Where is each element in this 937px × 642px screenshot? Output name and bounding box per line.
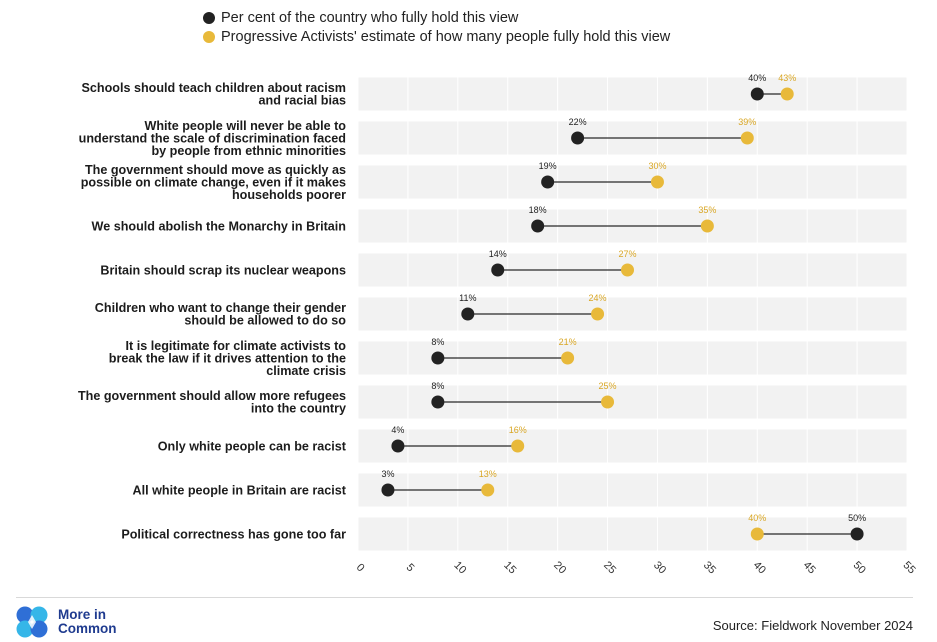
row-label: The government should move as quickly as…: [81, 163, 346, 202]
estimate-value-label: 35%: [698, 205, 716, 215]
x-tick-label: 25: [601, 559, 618, 576]
country-point: [491, 263, 505, 277]
legend-dot-estimate: [203, 30, 215, 43]
footer-divider: [16, 597, 913, 598]
country-value-label: 14%: [489, 249, 507, 259]
country-value-label: 4%: [391, 425, 404, 435]
row-label: Children who want to change their gender…: [95, 301, 347, 328]
x-tick-label: 30: [651, 559, 668, 576]
country-point: [750, 87, 764, 101]
country-value-label: 19%: [539, 161, 557, 171]
more-in-common-logo: More in Common: [14, 605, 117, 639]
x-tick-label: 15: [501, 559, 518, 576]
legend-item-country: Per cent of the country who fully hold t…: [203, 8, 670, 27]
country-value-label: 8%: [431, 337, 444, 347]
x-tick-label: 55: [901, 559, 918, 576]
country-value-label: 18%: [529, 205, 547, 215]
country-point: [541, 175, 555, 189]
x-tick-label: 5: [404, 561, 417, 574]
estimate-point: [481, 483, 495, 497]
estimate-point: [650, 175, 664, 189]
estimate-point: [780, 87, 794, 101]
logo-wordmark: More in Common: [58, 608, 117, 636]
country-point: [531, 219, 545, 233]
country-value-label: 3%: [381, 469, 394, 479]
row-label: The government should allow more refugee…: [78, 389, 346, 416]
estimate-point: [511, 439, 525, 453]
logo-mark-icon: [16, 606, 48, 638]
estimate-value-label: 43%: [778, 73, 796, 83]
country-value-label: 50%: [848, 513, 866, 523]
estimate-point: [750, 527, 764, 541]
x-tick-label: 20: [551, 559, 568, 576]
estimate-value-label: 24%: [589, 293, 607, 303]
legend-label-estimate: Progressive Activists' estimate of how m…: [221, 28, 671, 45]
country-point: [391, 439, 405, 453]
estimate-value-label: 25%: [599, 381, 617, 391]
estimate-point: [621, 263, 635, 277]
estimate-value-label: 39%: [738, 117, 756, 127]
row-label: Britain should scrap its nuclear weapons: [100, 263, 346, 277]
estimate-point: [561, 351, 575, 365]
legend-dot-country: [203, 11, 215, 24]
estimate-value-label: 27%: [619, 249, 637, 259]
x-tick-label: 50: [851, 559, 868, 576]
country-point: [431, 395, 445, 409]
legend-item-estimate: Progressive Activists' estimate of how m…: [203, 27, 670, 46]
source-note: Source: Fieldwork November 2024: [712, 618, 913, 633]
row-label: It is legitimate for climate activists t…: [109, 339, 347, 378]
estimate-value-label: 30%: [648, 161, 666, 171]
estimate-value-label: 13%: [479, 469, 497, 479]
legend: Per cent of the country who fully hold t…: [203, 8, 670, 46]
row-label: All white people in Britain are racist: [133, 483, 347, 497]
estimate-value-label: 16%: [509, 425, 527, 435]
estimate-point: [740, 131, 754, 145]
row-band: [358, 77, 907, 111]
legend-label-country: Per cent of the country who fully hold t…: [221, 9, 519, 26]
x-tick-label: 40: [751, 559, 768, 576]
estimate-point: [601, 395, 615, 409]
row-label: White people will never be able to unders…: [79, 119, 347, 158]
estimate-point: [591, 307, 605, 321]
row-label: Political correctness has gone too far: [121, 527, 346, 541]
estimate-value-label: 40%: [748, 513, 766, 523]
x-tick-label: 10: [451, 559, 468, 576]
country-point: [461, 307, 475, 321]
country-value-label: 40%: [748, 73, 766, 83]
x-tick-label: 35: [701, 559, 718, 576]
logo-text-line2: Common: [58, 621, 117, 636]
country-point: [431, 351, 445, 365]
row-label: Only white people can be racist: [158, 439, 347, 453]
estimate-value-label: 21%: [559, 337, 577, 347]
x-tick-label: 45: [801, 559, 818, 576]
dumbbell-chart: Schools should teach children about raci…: [78, 72, 918, 576]
country-point: [381, 483, 395, 497]
row-label: We should abolish the Monarchy in Britai…: [92, 219, 346, 233]
logo-text-line1: More in: [58, 607, 107, 622]
row-label: Schools should teach children about raci…: [81, 81, 346, 108]
row-band: [358, 297, 907, 331]
country-value-label: 22%: [569, 117, 587, 127]
country-point: [571, 131, 585, 145]
country-point: [850, 527, 864, 541]
x-tick-label: 0: [354, 561, 367, 574]
country-value-label: 11%: [459, 293, 476, 303]
estimate-point: [700, 219, 714, 233]
country-value-label: 8%: [431, 381, 444, 391]
